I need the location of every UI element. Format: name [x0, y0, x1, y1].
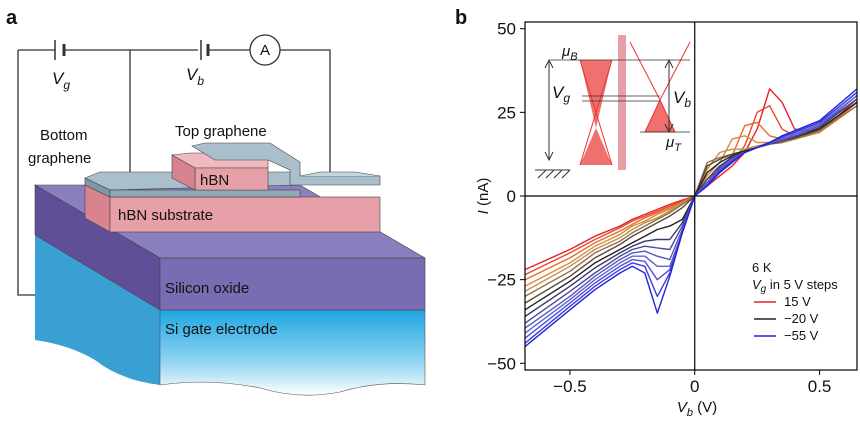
ground — [535, 170, 570, 178]
x-axis-label: Vb (V) — [677, 399, 717, 419]
legend-label: −55 V — [784, 328, 819, 343]
x-tick-label: −0.5 — [553, 377, 587, 396]
label: Top graphene — [175, 123, 267, 140]
panel-a: a A Vg Vb Bottom graphene Top graphene h… — [6, 7, 425, 395]
inset-label: Vb — [673, 88, 691, 110]
panel-label: b — [455, 7, 467, 29]
legend-label: −20 V — [784, 311, 819, 326]
subscript: b — [197, 74, 204, 88]
symbol: μ — [665, 134, 674, 151]
legend-label: 15 V — [784, 294, 811, 309]
label: hBN — [200, 172, 229, 189]
subscript: T — [674, 142, 682, 154]
y-tick-label: −50 — [487, 354, 516, 373]
label: hBN substrate — [118, 207, 213, 224]
symbol: μ — [561, 43, 570, 60]
subscript: b — [684, 96, 691, 110]
arrow-head — [545, 60, 673, 160]
subscript: g — [563, 91, 570, 105]
figure: a A Vg Vb Bottom graphene Top graphene h… — [0, 0, 860, 421]
vg-label: Vg — [52, 69, 70, 92]
panel-label: a — [6, 7, 18, 29]
label: graphene — [28, 150, 91, 167]
bottom-graphene-front — [110, 190, 300, 197]
label: Si gate electrode — [165, 321, 278, 338]
arrow — [549, 62, 669, 160]
cone-t — [630, 42, 690, 132]
y-axis-label: I (nA) — [475, 178, 492, 215]
barrier — [618, 35, 626, 170]
inset: μB Vg Vb μT — [535, 35, 691, 178]
series-line — [525, 102, 857, 274]
y-tick-label: −25 — [487, 271, 516, 290]
inset-label: μT — [665, 134, 682, 154]
y-tick-label: 0 — [507, 187, 516, 206]
label: Silicon oxide — [165, 280, 249, 297]
label: Bottom — [40, 127, 88, 144]
unit: (V) — [693, 399, 717, 416]
series-line — [525, 106, 857, 297]
vb-label: Vb — [186, 65, 204, 88]
top-graphene-top — [300, 172, 380, 176]
x-tick-label: 0.5 — [808, 377, 832, 396]
inset-label: Vg — [552, 83, 570, 105]
series-line — [525, 89, 857, 270]
legend-note: Vg in 5 V steps — [752, 277, 838, 295]
y-tick-label: 50 — [497, 20, 516, 39]
subscript: g — [63, 78, 70, 92]
subscript: B — [570, 51, 577, 63]
text: in 5 V steps — [766, 277, 838, 292]
legend-title: 6 K — [752, 260, 772, 275]
ammeter-label: A — [260, 42, 270, 59]
y-tick-label: 25 — [497, 103, 516, 122]
x-tick-label: 0 — [690, 377, 699, 396]
unit: (nA) — [475, 178, 492, 211]
